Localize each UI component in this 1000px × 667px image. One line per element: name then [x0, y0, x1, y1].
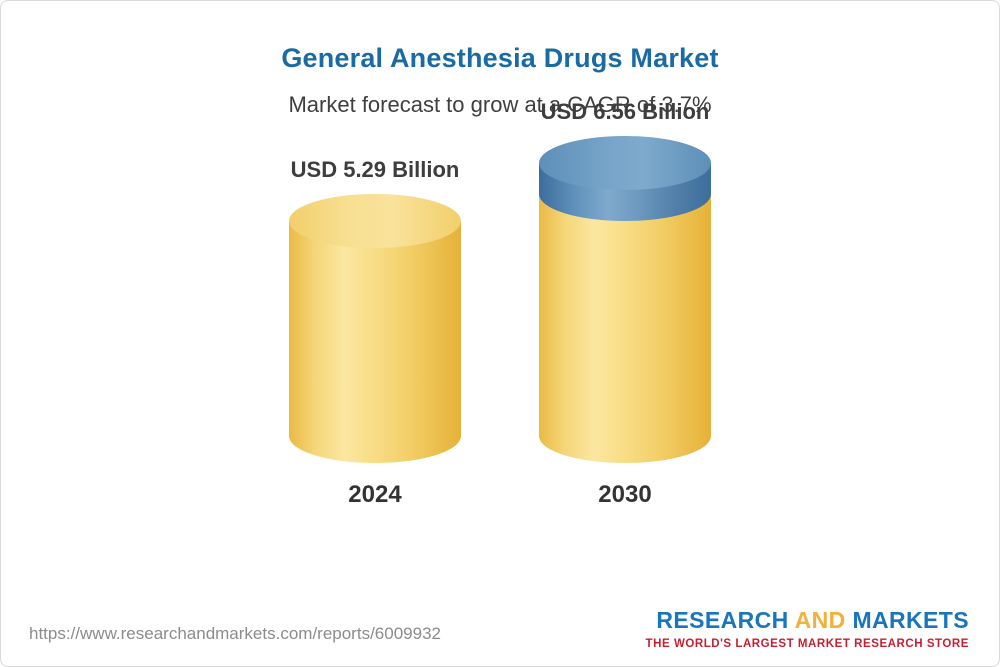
bar-group-2030: USD 6.56 Billion 2030 [539, 99, 711, 509]
logo-word-and: AND [794, 607, 846, 633]
bar-group-2024: USD 5.29 Billion 2024 [289, 157, 461, 509]
cylinder-2030-top-ellipse [539, 136, 711, 190]
logo-word-research: RESEARCH [656, 607, 789, 633]
value-label-2024: USD 5.29 Billion [290, 157, 460, 182]
research-and-markets-logo: RESEARCH AND MARKETS THE WORLD'S LARGEST… [646, 607, 969, 650]
cylinder-2024-top-ellipse [289, 194, 461, 248]
cylinder-2024 [289, 194, 461, 463]
logo-wordmark: RESEARCH AND MARKETS [646, 607, 969, 634]
cylinder-2024-body [289, 221, 461, 463]
value-label-2030: USD 6.56 Billion [540, 99, 710, 124]
bar-chart: USD 5.29 Billion 2024 USD 6.56 Billion 2… [1, 99, 999, 509]
logo-tagline: THE WORLD'S LARGEST MARKET RESEARCH STOR… [645, 638, 969, 650]
cylinder-2030 [539, 136, 711, 463]
year-label-2024: 2024 [348, 481, 402, 508]
report-url-link[interactable]: https://www.researchandmarkets.com/repor… [29, 624, 441, 643]
page-title: General Anesthesia Drugs Market [281, 43, 719, 73]
page-subtitle: Market forecast to grow at a CAGR of 3.7… [288, 92, 712, 117]
logo-word-markets: MARKETS [852, 607, 969, 633]
year-label-2030: 2030 [598, 481, 652, 508]
